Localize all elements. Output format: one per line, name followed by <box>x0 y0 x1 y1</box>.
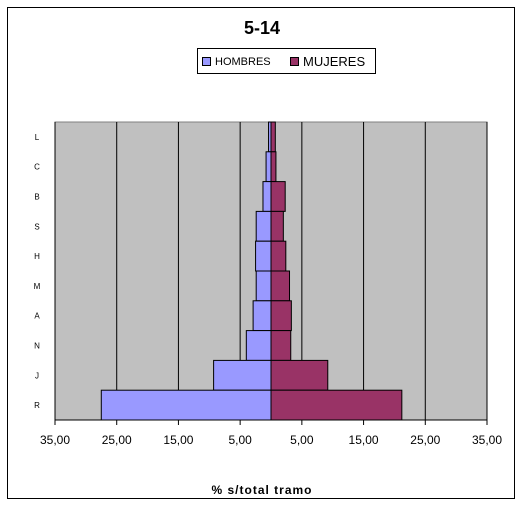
legend-swatch-hombres <box>202 57 211 66</box>
chart-title: 5-14 <box>243 18 281 38</box>
bar-mujeres-r <box>270 389 403 421</box>
bar-hombres-b <box>262 181 272 212</box>
bar-hombres-r <box>100 389 272 421</box>
bar-mujeres-a <box>270 300 292 332</box>
bar-hombres-h <box>255 240 272 272</box>
bar-hombres-s <box>255 210 272 242</box>
y-tick-label-s: S <box>34 222 39 231</box>
x-tick-label-6: 25,00 <box>410 433 440 447</box>
x-tick-label-4: 5,00 <box>290 433 314 447</box>
legend-swatch-mujeres <box>290 57 299 66</box>
bar-hombres-n <box>245 330 272 361</box>
y-tick-label-n: N <box>34 342 40 351</box>
y-tick-label-c: C <box>34 163 40 172</box>
bar-hombres-j <box>213 359 272 391</box>
bar-mujeres-c <box>270 151 277 183</box>
bar-mujeres-l <box>270 121 276 153</box>
x-tick-label-3: 5,00 <box>228 433 252 447</box>
bar-mujeres-h <box>270 240 287 272</box>
bar-mujeres-n <box>270 330 292 361</box>
bar-hombres-a <box>252 300 272 332</box>
y-tick-label-a: A <box>34 312 40 321</box>
bar-mujeres-j <box>270 359 329 391</box>
x-tick-label-5: 15,00 <box>349 433 379 447</box>
y-tick-label-j: J <box>35 371 39 380</box>
bar-hombres-m <box>255 270 272 302</box>
y-tick-label-m: M <box>34 282 41 291</box>
bar-mujeres-s <box>270 210 284 242</box>
x-axis-label: % s/total tramo <box>211 483 313 497</box>
y-tick-label-b: B <box>34 193 39 202</box>
x-tick-label-0: 35,00 <box>40 433 70 447</box>
y-tick-label-r: R <box>34 401 40 410</box>
x-tick-label-7: 35,00 <box>472 433 502 447</box>
legend-label-hombres: HOMBRES <box>215 56 271 68</box>
bar-mujeres-b <box>270 181 286 212</box>
y-tick-label-h: H <box>34 252 40 261</box>
legend: HOMBRES MUJERES <box>197 48 376 74</box>
y-tick-label-l: L <box>35 133 40 142</box>
legend-label-mujeres: MUJERES <box>303 54 366 69</box>
bar-mujeres-m <box>270 270 291 302</box>
bar-hombres-c <box>265 151 272 183</box>
x-tick-label-2: 15,00 <box>163 433 193 447</box>
x-tick-label-1: 25,00 <box>102 433 132 447</box>
